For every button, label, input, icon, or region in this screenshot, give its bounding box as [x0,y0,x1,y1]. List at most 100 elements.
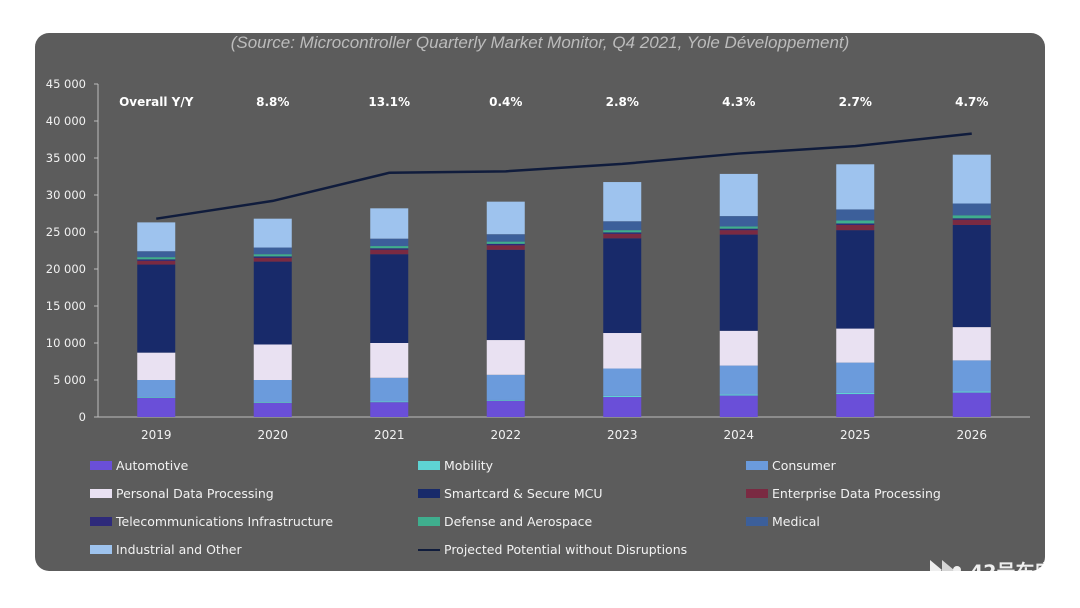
bar-segment [952,219,991,225]
bar-segment [952,392,991,417]
bar-segment [137,222,176,252]
legend-label: Industrial and Other [116,542,242,557]
legend-label: Enterprise Data Processing [772,486,941,501]
bar-segment [836,392,875,395]
chart-source: (Source: Microcontroller Quarterly Marke… [230,33,850,52]
legend-item: Consumer [746,458,836,473]
bar-segment [836,224,875,231]
x-tick-label: 2022 [490,428,521,442]
bar-segment [137,259,176,261]
bar-segment [370,254,409,343]
bar-segment [486,245,525,250]
bar-segment [486,201,525,235]
bar-segment [603,230,642,233]
bar-segment [253,402,292,417]
bar-segment [370,208,409,239]
bar-segment [137,260,176,265]
bar-segment [253,380,292,403]
x-tick-label: 2024 [723,428,754,442]
watermark-logo-icon [930,560,961,580]
legend-label: Mobility [444,458,494,473]
y-tick-label: 10 000 [46,336,86,350]
bar-segment [486,249,525,341]
legend-item: Industrial and Other [90,542,242,557]
y-tick-label: 15 000 [46,299,86,313]
y-tick-label: 20 000 [46,262,86,276]
bar-segment [253,256,292,258]
x-tick-label: 2019 [141,428,172,442]
legend-label: Projected Potential without Disruptions [444,542,688,557]
bar-segment [836,220,875,224]
bar-segment [719,173,758,217]
bar-segment [370,343,409,378]
legend-swatch [418,489,440,498]
bar-segment [603,395,642,398]
legend-swatch [746,489,768,498]
legend-label: Personal Data Processing [116,486,274,501]
yoy-value: 2.7% [839,95,872,109]
bar-segment [603,182,642,222]
yoy-value: 4.7% [955,95,988,109]
yoy-value: 13.1% [368,95,410,109]
legend-swatch [90,517,112,526]
legend-swatch [90,489,112,498]
bar-segment [370,249,409,255]
bar-segment [836,328,875,363]
legend-swatch [418,461,440,470]
bar-segment [952,215,991,219]
watermark: 42号车库 [928,555,1053,585]
bar-segment [137,397,176,398]
yoy-row-label: Overall Y/Y [119,95,194,109]
y-tick-label: 25 000 [46,225,86,239]
legend-swatch [90,545,112,554]
bar-segment [370,238,409,247]
y-tick-label: 5 000 [53,373,86,387]
bar-segment [137,257,176,260]
bar-segment [486,241,525,244]
watermark-text: 42号车库 [970,560,1054,583]
legend-item: Mobility [418,458,493,473]
bar-segment [952,360,991,392]
bar-segment [253,218,292,248]
bar-segment [253,344,292,380]
legend-label: Defense and Aerospace [444,514,593,529]
legend-swatch [418,517,440,526]
bar-segment [603,233,642,239]
bar-segment [370,402,409,417]
bar-segment [486,234,525,242]
x-tick-label: 2025 [840,428,871,442]
bar-segment [719,395,758,417]
y-tick-label: 35 000 [46,151,86,165]
x-tick-label: 2020 [257,428,288,442]
bar-segment [486,340,525,375]
bar-segment [370,401,409,403]
legend-swatch [418,548,440,551]
bar-segment [253,257,292,262]
bar-segment [836,362,875,393]
legend-label: Consumer [772,458,836,473]
legend-item: Telecommunications Infrastructure [90,514,333,529]
bar-segment [719,226,758,229]
bar-segment [253,247,292,255]
bar-segment [719,230,758,235]
chart-panel [35,33,1045,571]
bar-segment [719,330,758,366]
legend-label: Automotive [116,458,189,473]
legend-item: Defense and Aerospace [418,514,592,529]
legend-item: Automotive [90,458,188,473]
y-tick-label: 30 000 [46,188,86,202]
bar-segment [486,243,525,246]
bar-segment [253,402,292,403]
legend-item: Personal Data Processing [90,486,274,501]
bar-segment [370,377,409,402]
bar-segment [486,399,525,401]
legend-item: Enterprise Data Processing [746,486,941,501]
bar-segment [603,333,642,369]
y-tick-label: 0 [79,410,86,424]
bar-segment [137,397,176,417]
legend-label: Smartcard & Secure MCU [444,486,603,501]
legend-label: Telecommunications Infrastructure [116,514,334,529]
bar-segment [253,254,292,257]
yoy-value: 8.8% [256,95,289,109]
legend-label: Medical [772,514,820,529]
